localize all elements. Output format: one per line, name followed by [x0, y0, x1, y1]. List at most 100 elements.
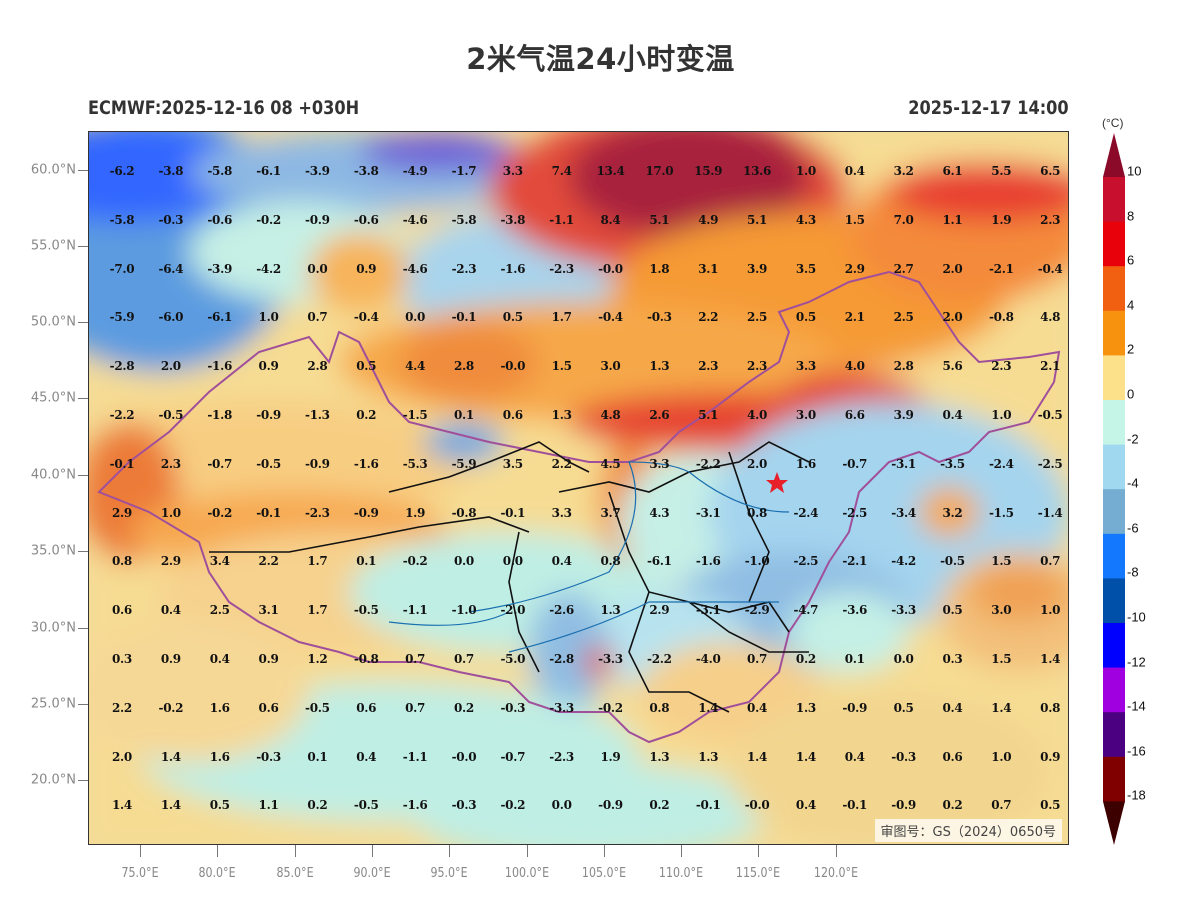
- x-tick-mark: [449, 845, 451, 857]
- grid-value: 0.8: [112, 554, 132, 569]
- grid-value: -2.5: [842, 505, 868, 520]
- x-tick-label: 110.0°E: [659, 866, 704, 881]
- grid-value: -5.8: [207, 164, 233, 178]
- grid-value: 6.5: [1040, 164, 1061, 178]
- x-tick-mark: [681, 845, 683, 857]
- grid-value: -1.0: [451, 603, 477, 618]
- grid-value: -5.9: [451, 456, 477, 471]
- colorbar-level-label: -12: [1127, 654, 1146, 670]
- x-tick-label: 115.0°E: [736, 866, 781, 881]
- grid-value: 0.4: [942, 700, 963, 715]
- grid-value: -0.9: [305, 456, 330, 471]
- grid-value: -1.0: [744, 554, 770, 569]
- grid-value: -4.6: [402, 212, 428, 227]
- grid-value: -2.3: [305, 505, 330, 520]
- grid-value: 0.4: [160, 603, 181, 618]
- grid-value: 2.7: [893, 261, 914, 276]
- grid-value: -2.4: [793, 505, 819, 520]
- grid-value: 2.2: [112, 700, 132, 715]
- grid-value: -0.9: [842, 700, 868, 715]
- grid-value: 1.1: [942, 212, 963, 227]
- y-tick-mark: [78, 475, 88, 476]
- x-tick-label: 85.0°E: [276, 866, 314, 881]
- grid-value: 1.3: [698, 749, 719, 764]
- grid-value: 3.0: [795, 408, 816, 422]
- grid-value: -6.0: [158, 310, 184, 325]
- grid-value: 1.4: [991, 700, 1012, 715]
- grid-value: -1.7: [451, 164, 477, 178]
- grid-value: 0.2: [453, 700, 474, 715]
- grid-value: -2.8: [109, 359, 135, 374]
- grid-value: -3.3: [891, 603, 916, 618]
- grid-value: -0.0: [500, 359, 526, 374]
- grid-value: 1.9: [991, 212, 1012, 227]
- grid-value: 2.8: [307, 359, 328, 374]
- grid-value: -6.1: [647, 554, 672, 569]
- grid-value: 0.6: [258, 700, 279, 715]
- grid-value: 1.4: [160, 798, 181, 813]
- grid-value: -0.3: [647, 310, 672, 325]
- grid-value: 0.2: [307, 798, 328, 813]
- grid-value: 4.9: [698, 212, 719, 227]
- grid-value: -0.4: [598, 310, 623, 325]
- grid-value: 2.0: [747, 456, 768, 471]
- grid-value: 2.3: [160, 456, 181, 471]
- x-tick-mark: [835, 845, 837, 857]
- colorbar-level-label: -14: [1127, 698, 1146, 714]
- y-tick-mark: [78, 398, 88, 399]
- y-tick-mark: [78, 780, 88, 781]
- grid-value: 0.9: [258, 652, 279, 666]
- grid-value: 2.2: [698, 310, 719, 325]
- grid-value: 2.9: [160, 554, 181, 569]
- y-tick-label: 40.0°N: [30, 467, 76, 483]
- colorbar-level-label: -10: [1127, 609, 1146, 625]
- grid-value: 3.9: [747, 261, 768, 276]
- grid-value: -3.4: [891, 505, 916, 520]
- grid-value: 0.8: [1040, 700, 1061, 715]
- grid-value: -0.2: [402, 554, 428, 569]
- x-tick-label: 90.0°E: [353, 866, 391, 881]
- grid-value: 0.1: [453, 408, 474, 422]
- grid-value: -2.3: [451, 261, 477, 276]
- grid-value: 0.4: [551, 554, 572, 569]
- grid-value: 0.7: [747, 652, 768, 666]
- grid-value: -3.3: [598, 652, 623, 666]
- grid-value: -0.2: [500, 798, 526, 813]
- x-tick-mark: [294, 845, 296, 857]
- temperature-field-background: [89, 132, 1068, 844]
- grid-value: -0.7: [207, 456, 233, 471]
- grid-value: -6.1: [256, 164, 281, 178]
- grid-value: 1.6: [795, 456, 816, 471]
- grid-value: 0.3: [942, 652, 963, 666]
- grid-value: -3.1: [891, 456, 916, 471]
- grid-value: 0.4: [747, 700, 768, 715]
- grid-value: 6.1: [942, 164, 963, 178]
- grid-value: -3.3: [549, 700, 574, 715]
- grid-value: 3.7: [600, 505, 621, 520]
- grid-value: -4.7: [793, 603, 819, 618]
- grid-value: -1.5: [988, 505, 1014, 520]
- grid-value: 3.1: [258, 603, 279, 618]
- grid-value: -1.4: [1037, 505, 1063, 520]
- grid-value: 0.0: [893, 652, 914, 666]
- grid-value: 3.3: [649, 456, 670, 471]
- grid-value: 0.9: [160, 652, 181, 666]
- grid-value: 1.0: [258, 310, 279, 325]
- grid-value: -3.6: [842, 603, 868, 618]
- grid-value: -0.2: [207, 505, 233, 520]
- grid-value: -1.1: [549, 212, 574, 227]
- grid-value: 2.0: [160, 359, 181, 374]
- grid-value: -4.2: [256, 261, 281, 276]
- grid-value: -0.3: [256, 749, 281, 764]
- grid-value: 3.4: [209, 554, 230, 569]
- grid-value: -0.6: [353, 212, 379, 227]
- grid-value: 2.9: [844, 261, 865, 276]
- grid-value: 0.6: [356, 700, 377, 715]
- grid-value: -0.0: [598, 261, 623, 276]
- grid-value: 13.4: [596, 164, 625, 178]
- grid-value: 0.0: [405, 310, 426, 325]
- grid-value: -2.1: [988, 261, 1014, 276]
- grid-value: 2.8: [893, 359, 914, 374]
- grid-value: 3.1: [698, 261, 719, 276]
- grid-value: 4.4: [405, 359, 426, 374]
